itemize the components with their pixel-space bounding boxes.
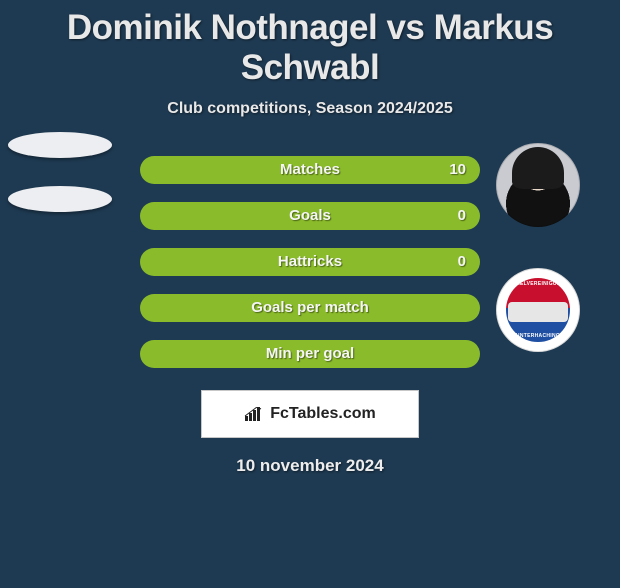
crest-text-bottom: UNTERHACHING	[506, 333, 570, 339]
metric-bar: Hattricks 0	[140, 248, 480, 276]
metric-bar: Min per goal	[140, 340, 480, 368]
metric-label: Hattricks	[140, 248, 480, 276]
metric-label: Goals	[140, 202, 480, 230]
metric-row: Goals per match	[0, 294, 620, 322]
metric-row: Hattricks 0	[0, 248, 620, 276]
brand-text: FcTables.com	[270, 405, 376, 423]
metric-bar: Matches 10	[140, 156, 480, 184]
bar-chart-icon	[244, 407, 262, 421]
page-subtitle: Club competitions, Season 2024/2025	[0, 100, 620, 118]
metric-label: Goals per match	[140, 294, 480, 322]
metric-row: Min per goal	[0, 340, 620, 368]
metric-label: Min per goal	[140, 340, 480, 368]
brand-box[interactable]: FcTables.com	[201, 390, 419, 438]
metric-value: 0	[458, 202, 466, 230]
player-left-placeholder-1	[8, 132, 112, 158]
metric-row: Goals 0	[0, 202, 620, 230]
page-title: Dominik Nothnagel vs Markus Schwabl	[0, 8, 620, 88]
date-text: 10 november 2024	[0, 456, 620, 476]
crest-text-top: SPIELVEREINIGUNG	[506, 281, 570, 287]
metric-value: 10	[449, 156, 466, 184]
metric-label: Matches	[140, 156, 480, 184]
metric-value: 0	[458, 248, 466, 276]
metric-row: Matches 10	[0, 156, 620, 184]
metric-bar: Goals 0	[140, 202, 480, 230]
metric-bar: Goals per match	[140, 294, 480, 322]
